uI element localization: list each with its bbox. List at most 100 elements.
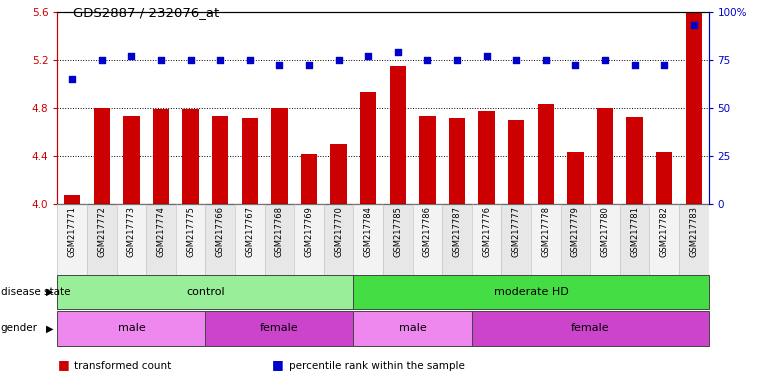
Point — [540, 56, 552, 63]
Point — [66, 76, 78, 82]
Text: GSM217772: GSM217772 — [97, 206, 106, 257]
Text: GSM217783: GSM217783 — [689, 206, 699, 257]
Bar — [679, 204, 709, 275]
Point — [569, 62, 581, 68]
Text: gender: gender — [1, 323, 38, 333]
Text: GSM217768: GSM217768 — [275, 206, 284, 257]
Bar — [176, 204, 205, 275]
Bar — [568, 152, 584, 204]
Bar — [479, 111, 495, 204]
Bar — [205, 311, 353, 346]
Point — [599, 56, 611, 63]
Bar — [390, 66, 406, 204]
Bar — [57, 311, 205, 346]
Text: female: female — [260, 323, 299, 333]
Point — [126, 53, 138, 59]
Bar — [182, 109, 198, 204]
Bar — [590, 204, 620, 275]
Bar — [330, 144, 347, 204]
Text: transformed count: transformed count — [74, 361, 172, 371]
Text: GSM217773: GSM217773 — [127, 206, 136, 257]
Bar — [597, 108, 613, 204]
Bar — [627, 117, 643, 204]
Bar — [294, 204, 324, 275]
Text: female: female — [571, 323, 610, 333]
Bar — [57, 275, 353, 309]
Point — [658, 62, 670, 68]
Point — [628, 62, 640, 68]
Bar — [686, 13, 702, 204]
Text: disease state: disease state — [1, 287, 70, 297]
Bar — [620, 204, 650, 275]
Point — [510, 56, 522, 63]
Text: male: male — [117, 323, 146, 333]
Text: GSM217775: GSM217775 — [186, 206, 195, 257]
Point — [362, 53, 375, 59]
Text: GSM217766: GSM217766 — [216, 206, 224, 257]
Text: GSM217779: GSM217779 — [571, 206, 580, 257]
Bar — [449, 118, 465, 204]
Point — [214, 56, 227, 63]
Text: GSM217771: GSM217771 — [67, 206, 77, 257]
Bar — [353, 275, 709, 309]
Point — [421, 56, 434, 63]
Bar — [531, 204, 561, 275]
Text: moderate HD: moderate HD — [493, 287, 568, 297]
Point — [688, 22, 700, 28]
Bar — [472, 204, 502, 275]
Point — [244, 56, 256, 63]
Bar — [93, 108, 110, 204]
Bar — [64, 195, 80, 204]
Bar — [123, 116, 139, 204]
Bar — [656, 152, 673, 204]
Bar — [235, 204, 264, 275]
Point — [273, 62, 286, 68]
Point — [480, 53, 493, 59]
Text: ■: ■ — [57, 358, 69, 371]
Bar — [153, 109, 169, 204]
Text: GSM217781: GSM217781 — [630, 206, 639, 257]
Text: GDS2887 / 232076_at: GDS2887 / 232076_at — [73, 6, 219, 19]
Bar — [264, 204, 294, 275]
Bar — [442, 204, 472, 275]
Text: GSM217787: GSM217787 — [453, 206, 461, 257]
Text: GSM217778: GSM217778 — [542, 206, 550, 257]
Text: GSM217767: GSM217767 — [245, 206, 254, 257]
Bar — [146, 204, 176, 275]
Bar — [561, 204, 590, 275]
Bar — [353, 204, 383, 275]
Bar — [324, 204, 353, 275]
Bar — [413, 204, 442, 275]
Text: GSM217780: GSM217780 — [601, 206, 610, 257]
Text: ▶: ▶ — [46, 323, 54, 333]
Text: GSM217785: GSM217785 — [393, 206, 402, 257]
Bar — [472, 311, 709, 346]
Text: GSM217774: GSM217774 — [156, 206, 165, 257]
Text: ■: ■ — [272, 358, 283, 371]
Point — [96, 56, 108, 63]
Bar — [383, 204, 413, 275]
Bar — [353, 311, 472, 346]
Point — [185, 56, 197, 63]
Bar — [87, 204, 116, 275]
Bar — [301, 154, 317, 204]
Point — [391, 49, 404, 55]
Bar — [242, 118, 258, 204]
Bar — [205, 204, 235, 275]
Point — [451, 56, 463, 63]
Bar — [57, 204, 87, 275]
Bar — [271, 108, 287, 204]
Text: GSM217777: GSM217777 — [512, 206, 521, 257]
Point — [155, 56, 167, 63]
Text: male: male — [399, 323, 427, 333]
Bar — [360, 92, 376, 204]
Text: GSM217782: GSM217782 — [660, 206, 669, 257]
Bar — [212, 116, 228, 204]
Bar — [650, 204, 679, 275]
Bar — [419, 116, 436, 204]
Text: GSM217770: GSM217770 — [334, 206, 343, 257]
Text: GSM217786: GSM217786 — [423, 206, 432, 257]
Bar — [502, 204, 531, 275]
Text: control: control — [186, 287, 224, 297]
Text: ▶: ▶ — [46, 287, 54, 297]
